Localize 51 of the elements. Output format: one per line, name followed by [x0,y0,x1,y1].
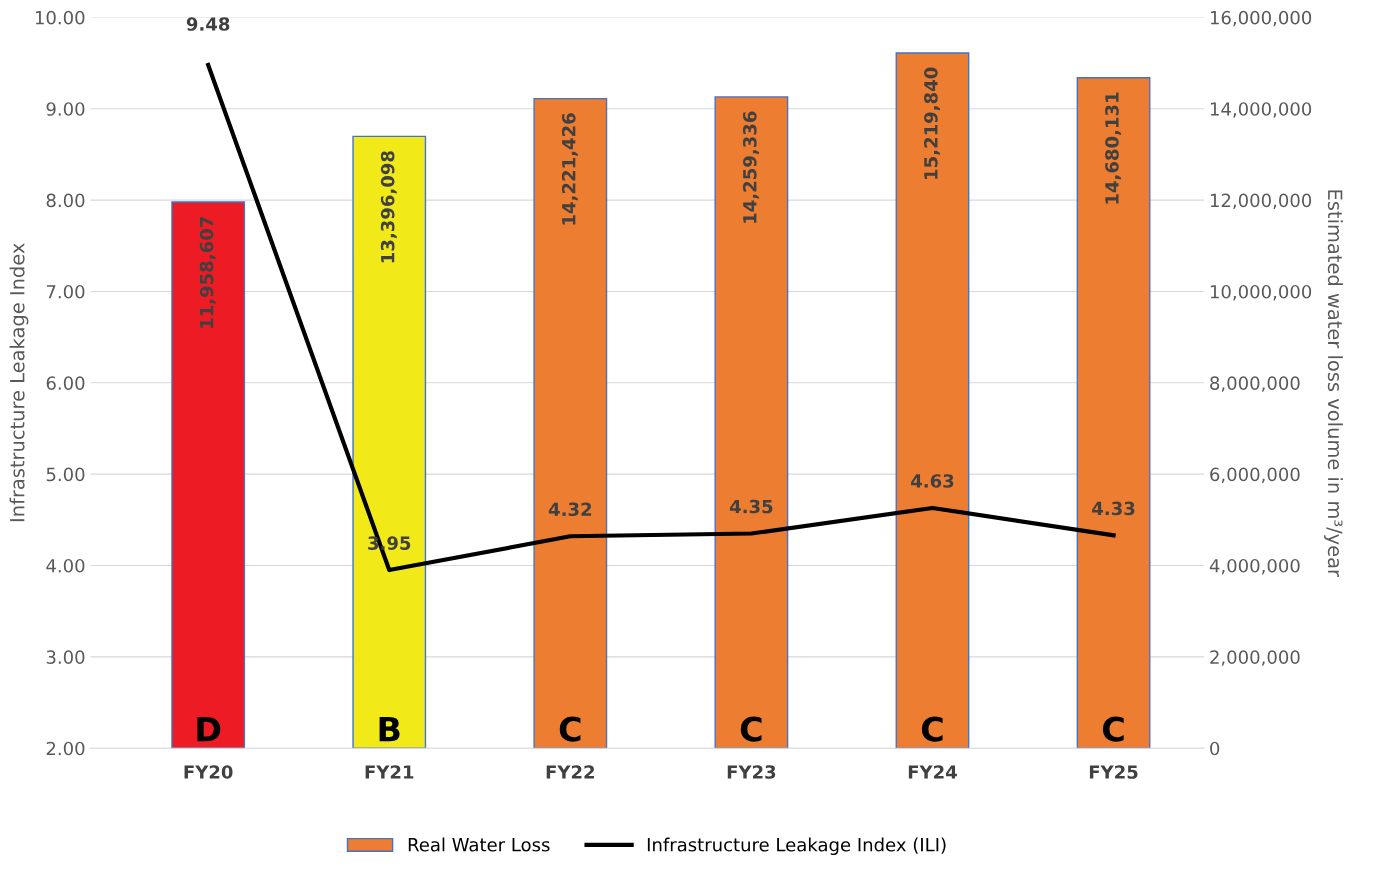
data-label: 14,680,131 [1105,92,1122,204]
bar [895,52,970,749]
bar [714,96,789,749]
y-tick-label: 7.00 [46,284,85,299]
annotation: C [1102,716,1124,742]
annotation: B [379,716,400,742]
y-tick-label: 4.00 [46,558,85,573]
y2-tick-label: 6,000,000 [1210,467,1300,484]
legend-label: Infrastructure Leakage Index (ILI) [647,837,946,855]
data-label: 4.33 [1092,501,1135,516]
annotation: C [559,716,581,742]
x-tick-label: FY25 [1089,765,1138,779]
y2-tick-label: 8,000,000 [1210,376,1300,392]
data-label: 4.32 [548,502,592,517]
y2-tick-label: 12,000,000 [1210,193,1312,210]
x-tick-label: FY21 [365,765,414,779]
data-label: 13,396,098 [380,151,397,263]
y2-tick-label: 14,000,000 [1210,102,1312,118]
bar [533,97,608,749]
bar [171,201,246,749]
y-axis-title: Infrastructure Leakage Index [9,243,29,522]
bar [1076,76,1151,749]
y2-tick-label: 16,000,000 [1210,10,1312,27]
data-label: 4.35 [729,499,773,514]
data-label: 9.48 [186,17,230,31]
data-label: 14,259,336 [742,111,759,223]
data-label: 15,219,840 [924,67,941,179]
y2-tick-label: 2,000,000 [1210,650,1300,666]
y2-tick-label: 0 [1210,741,1220,756]
y-tick-label: 2.00 [46,741,85,756]
y2-tick-label: 10,000,000 [1210,284,1312,301]
y-tick-label: 8.00 [46,193,85,208]
x-tick-label: FY23 [727,765,776,779]
y2-tick-label: 4,000,000 [1209,558,1300,575]
y-tick-label: 9.00 [46,102,85,116]
y-tick-label: 6.00 [46,376,85,390]
annotation: D [197,716,221,742]
data-label: 11,958,607 [199,217,216,328]
legend-label: Real Water Loss [408,837,550,852]
x-tick-label: FY22 [546,765,595,779]
x-tick-label: FY20 [184,765,233,779]
data-label: 14,221,426 [561,113,578,225]
y2-axis-title: Estimated water loss volume in m³/year [1324,190,1343,578]
annotation: C [921,716,943,742]
y-tick-label: 10.00 [35,10,85,25]
x-tick-label: FY24 [908,765,957,779]
data-label: 4.63 [911,474,954,488]
annotation: C [740,716,762,742]
y-tick-label: 3.00 [46,650,85,664]
y-tick-label: 5.00 [46,467,85,482]
bar [352,135,427,749]
